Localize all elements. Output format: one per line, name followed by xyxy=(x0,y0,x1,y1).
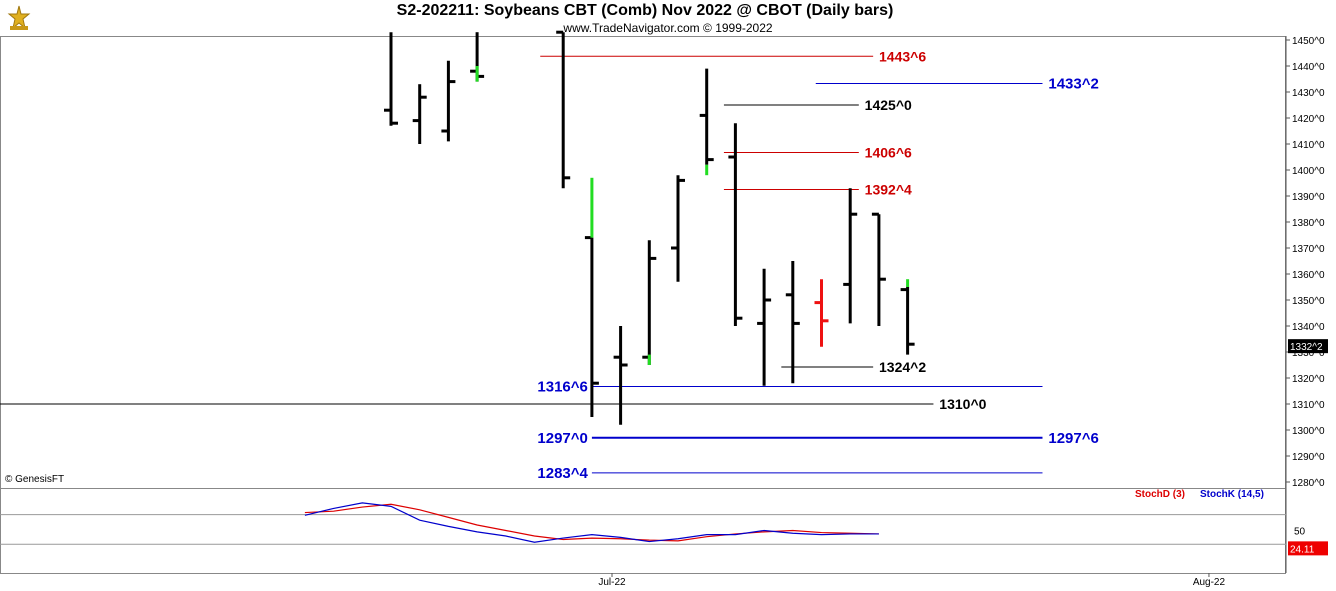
price-tick-label: 1400^0 xyxy=(1292,166,1325,177)
level-label: 1310^0 xyxy=(939,396,986,412)
stoch-last-badge xyxy=(1288,541,1328,556)
level-label: 1425^0 xyxy=(865,97,912,113)
stoch-panel-frame xyxy=(0,488,1286,574)
legend-stoch-k: StochK (14,5) xyxy=(1200,489,1264,500)
level-label: 1443^6 xyxy=(879,48,926,64)
x-tick-label: Jul-22 xyxy=(598,577,626,588)
price-tick-label: 1390^0 xyxy=(1292,192,1325,203)
price-tick-label: 1310^0 xyxy=(1292,400,1325,411)
price-tick-label: 1360^0 xyxy=(1292,270,1325,281)
price-tick-label: 1340^0 xyxy=(1292,322,1325,333)
price-panel-frame xyxy=(0,36,1286,489)
stoch-series-line xyxy=(304,502,879,543)
level-label: 1324^2 xyxy=(879,359,926,375)
price-tick-label: 1320^0 xyxy=(1292,374,1325,385)
price-tick-label: 1300^0 xyxy=(1292,426,1325,437)
level-label: 1433^2 xyxy=(1048,76,1098,93)
price-tick-label: 1370^0 xyxy=(1292,244,1325,255)
copyright-label: © GenesisFT xyxy=(5,474,65,485)
chart-subtitle: www.TradeNavigator.com © 1999-2022 xyxy=(563,21,773,35)
x-tick-label: Aug-22 xyxy=(1193,577,1226,588)
price-tick-label: 1290^0 xyxy=(1292,452,1325,463)
level-label: 1406^6 xyxy=(865,144,912,160)
last-price-label: 1332^2 xyxy=(1290,342,1323,353)
level-label: 1283^4 xyxy=(537,465,588,482)
price-tick-label: 1450^0 xyxy=(1292,36,1325,47)
stoch-tick-label: 50 xyxy=(1294,527,1306,538)
stoch-series-line xyxy=(304,503,879,542)
level-label: 1297^6 xyxy=(1048,430,1098,447)
price-tick-label: 1280^0 xyxy=(1292,478,1325,489)
stoch-last-label: 24.11 xyxy=(1290,544,1315,555)
level-label: 1297^0 xyxy=(537,430,587,447)
last-price-badge xyxy=(1288,339,1328,354)
price-tick-label: 1440^0 xyxy=(1292,62,1325,73)
chart-title: S2-202211: Soybeans CBT (Comb) Nov 2022 … xyxy=(396,2,894,19)
level-label: 1392^4 xyxy=(865,182,912,198)
legend-stoch-d: StochD (3) xyxy=(1135,489,1185,500)
genesis-logo-icon xyxy=(4,4,34,32)
price-tick-label: 1430^0 xyxy=(1292,88,1325,99)
level-label: 1316^6 xyxy=(537,378,587,395)
price-tick-label: 1410^0 xyxy=(1292,140,1325,151)
price-tick-label: 1330^0 xyxy=(1292,348,1325,359)
price-tick-label: 1420^0 xyxy=(1292,114,1325,125)
price-tick-label: 1380^0 xyxy=(1292,218,1325,229)
price-tick-label: 1350^0 xyxy=(1292,296,1325,307)
